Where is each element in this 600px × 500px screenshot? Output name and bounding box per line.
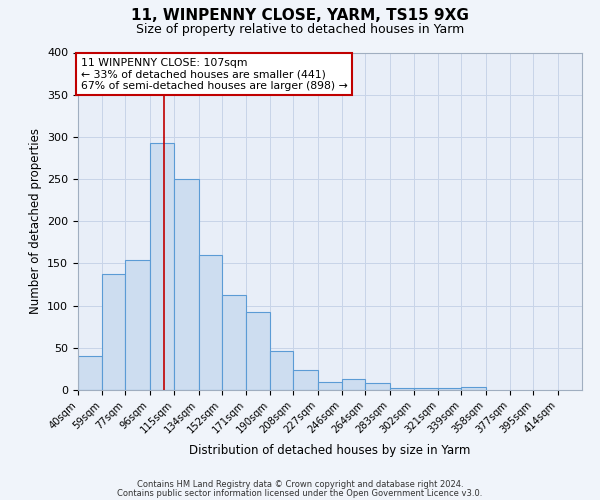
Bar	[342, 379, 365, 390]
Text: 11 WINPENNY CLOSE: 107sqm
← 33% of detached houses are smaller (441)
67% of semi: 11 WINPENNY CLOSE: 107sqm ← 33% of detac…	[80, 58, 347, 91]
Bar	[221, 294, 246, 390]
Text: Size of property relative to detached houses in Yarm: Size of property relative to detached ho…	[136, 22, 464, 36]
Bar	[365, 383, 389, 390]
Text: Contains public sector information licensed under the Open Government Licence v3: Contains public sector information licen…	[118, 488, 482, 498]
Text: 11, WINPENNY CLOSE, YARM, TS15 9XG: 11, WINPENNY CLOSE, YARM, TS15 9XG	[131, 8, 469, 22]
Bar	[246, 312, 271, 390]
Bar	[439, 388, 461, 390]
Bar	[389, 388, 414, 390]
Y-axis label: Number of detached properties: Number of detached properties	[29, 128, 41, 314]
X-axis label: Distribution of detached houses by size in Yarm: Distribution of detached houses by size …	[190, 444, 470, 456]
Bar	[78, 356, 103, 390]
Bar	[318, 382, 342, 390]
Bar	[150, 143, 174, 390]
Bar	[414, 388, 439, 390]
Bar	[461, 388, 486, 390]
Bar	[103, 274, 125, 390]
Bar	[293, 370, 318, 390]
Bar	[271, 351, 293, 390]
Text: Contains HM Land Registry data © Crown copyright and database right 2024.: Contains HM Land Registry data © Crown c…	[137, 480, 463, 489]
Bar	[125, 260, 150, 390]
Bar	[174, 179, 199, 390]
Bar	[199, 255, 221, 390]
